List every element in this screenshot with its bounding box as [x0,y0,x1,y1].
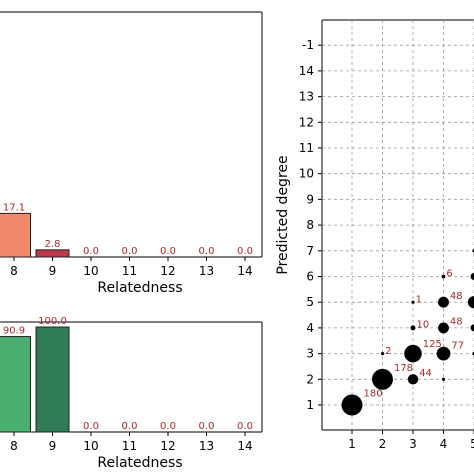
bubble-count-label: 48 [450,291,463,302]
y-tick-label: 14 [299,64,314,78]
data-label: 0.0 [83,421,99,432]
y-tick-label: -1 [302,38,314,52]
y-tick-label: 3 [306,347,314,361]
y-tick-label: 9 [306,192,314,206]
x-tick-label: 11 [122,439,137,453]
x-axis-label: Relatedness [97,455,182,471]
data-label: 0.0 [199,421,215,432]
data-label: 0.0 [199,246,215,257]
data-label: 0.0 [160,246,176,257]
y-tick-label: 10 [299,167,314,181]
bubble-point [441,377,446,381]
bar [35,249,70,258]
bubble-point [404,344,422,363]
data-label: 17.1 [3,202,25,213]
x-tick-label: 14 [237,439,252,453]
bubble-count-label: 2 [385,346,391,357]
y-tick-label: 8 [306,218,314,232]
x-tick-label: 12 [160,439,175,453]
bubble-point [372,368,393,390]
x-tick-label: 12 [160,264,175,278]
bubble-count-label: 48 [450,316,463,327]
y-tick-label: 6 [306,270,314,284]
bubble-point [438,322,449,334]
data-label: 0.0 [83,246,99,257]
bubble-point [341,394,363,416]
x-tick-label: 5 [470,437,474,451]
bubble-point [411,300,415,304]
bar [0,336,31,433]
bubble-count-label: 1 [416,295,422,306]
bubble-count-label: 180 [364,389,383,400]
x-tick-label: 13 [199,264,214,278]
y-tick-label: 4 [306,321,314,335]
x-tick-label: 2 [379,437,387,451]
bubble-count-label: 10 [416,319,429,330]
bubble-point [470,273,474,280]
bubble-point [467,296,474,309]
y-tick-label: 11 [299,141,314,155]
x-axis-label: Relatedness [97,280,182,296]
x-tick-label: 14 [237,264,252,278]
bar-chart-top: 8 17.1 9 2.8 10 0.0 11 0.0 12 0.0 13 0.0 14 0.0 Relate… [0,11,263,296]
y-tick-label: 13 [299,90,314,104]
x-tick-label: 9 [49,439,57,453]
bubble-point [441,274,446,279]
bubble-point [407,374,419,385]
x-tick-label: 1 [348,437,356,451]
bubble-count-label: 178 [394,363,413,374]
bubble-point [436,346,451,361]
data-label: 0.0 [122,421,138,432]
y-tick-label: 2 [306,372,314,386]
x-tick-label: 10 [83,439,98,453]
x-tick-label: 11 [122,264,137,278]
bubble-count-label: 44 [419,368,432,379]
data-label: 90.9 [3,326,25,337]
x-tick-label: 9 [49,264,57,278]
data-label: 0.0 [237,421,253,432]
y-tick-label: 5 [306,295,314,309]
bar [35,326,70,433]
data-label: 2.8 [45,239,61,250]
y-tick-label: 12 [299,115,314,129]
data-label: 0.0 [122,246,138,257]
x-tick-label: 4 [440,437,448,451]
x-tick-label: 13 [199,439,214,453]
x-tick-label: 10 [83,264,98,278]
y-tick-label: 1 [306,398,314,412]
bubble-point [470,324,474,332]
bubble-count-label: 6 [446,269,452,280]
bubble-count-label: 125 [423,339,442,350]
bubble-count-label: 77 [451,341,464,352]
x-tick-label: 3 [409,437,417,451]
bubble-point [380,352,385,356]
bar-chart-bottom: 890.99100.0100.0110.0120.0130.0140.0Rela… [0,316,263,471]
y-tick-label: 7 [306,244,314,258]
bubble-point [438,296,449,308]
data-label: 100.0 [38,316,67,327]
bubble-point [410,325,416,331]
x-tick-label: 8 [10,439,18,453]
bar [0,212,31,258]
y-axis-label: Predicted degree [275,155,291,274]
x-tick-label: 8 [10,264,18,278]
data-label: 0.0 [237,246,253,257]
data-label: 0.0 [160,421,176,432]
